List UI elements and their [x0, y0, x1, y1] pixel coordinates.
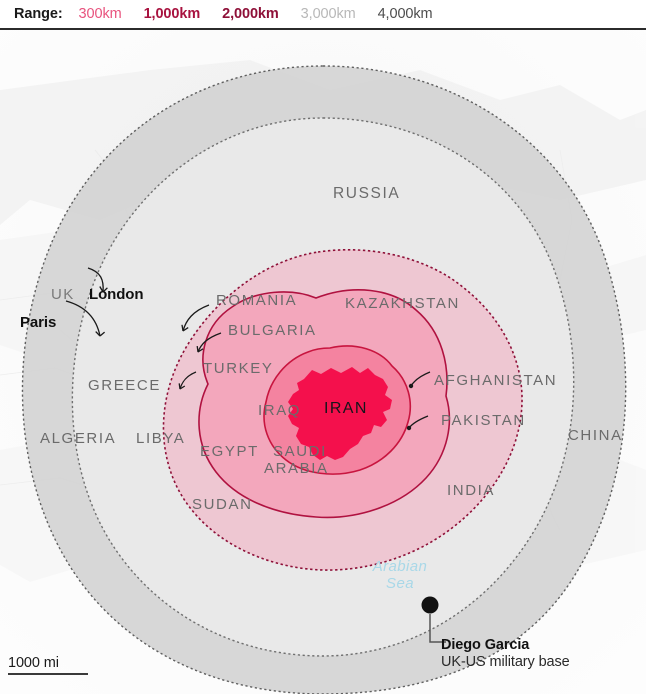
diego-garcia-annotation: Diego Garcia UK-US military base [441, 637, 570, 670]
legend-item-1000km[interactable]: 1,000km [143, 6, 201, 22]
diego-garcia-leader-line [429, 614, 446, 643]
diego-garcia-subtitle: UK-US military base [441, 654, 570, 670]
map-canvas[interactable]: RUSSIA KAZAKHSTAN ROMANIA BULGARIA TURKE… [0, 30, 646, 694]
leader-arrows [65, 267, 431, 431]
range-legend-header: Range: 300km 1,000km 2,000km 3,000km 4,0… [0, 0, 646, 28]
header-divider-rule [0, 28, 646, 30]
range-legend-title: Range: [14, 6, 63, 22]
diego-garcia-marker-group[interactable] [421, 596, 447, 643]
legend-item-3000km[interactable]: 3,000km [300, 6, 356, 22]
legend-item-4000km[interactable]: 4,000km [377, 6, 433, 22]
scale-bar-line [8, 673, 88, 675]
legend-item-2000km[interactable]: 2,000km [222, 6, 279, 22]
legend-item-300km[interactable]: 300km [78, 6, 122, 22]
diego-garcia-dot[interactable] [421, 596, 439, 614]
map-svg [0, 30, 646, 694]
iran-country-shape [288, 367, 392, 460]
diego-garcia-title: Diego Garcia [441, 637, 530, 653]
scale-bar: 1000 mi [8, 655, 88, 675]
scale-bar-label: 1000 mi [8, 655, 59, 671]
